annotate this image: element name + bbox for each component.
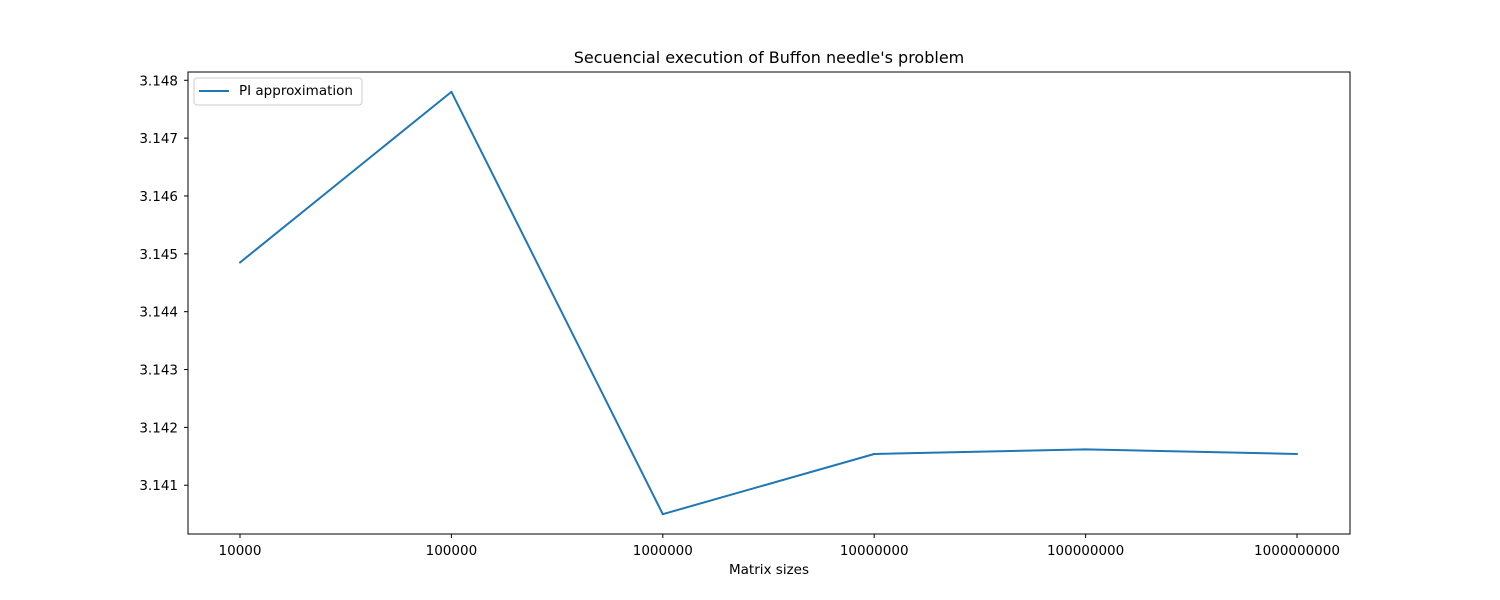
x-tick-label: 1000000000 <box>1254 543 1340 559</box>
x-axis: 10000 100000 1000000 10000000 100000000 10000… <box>219 534 1340 559</box>
series-layer <box>239 90 1298 516</box>
data-point <box>873 452 876 455</box>
legend-box <box>193 77 363 106</box>
plot-area <box>187 71 1351 535</box>
x-tick-label: 10000000 <box>840 543 909 559</box>
legend-label: PI approximation <box>239 83 353 99</box>
x-tick-label: 10000 <box>219 543 262 559</box>
x-tick-label: 100000000 <box>1047 543 1124 559</box>
y-axis: 3.141 3.142 3.143 3.144 3.145 3.146 3.147 3.148 <box>139 73 188 494</box>
x-tick-label: 100000 <box>426 543 478 559</box>
y-tick-label: 3.145 <box>139 247 178 263</box>
x-axis-label: Matrix sizes <box>729 562 809 578</box>
data-point <box>1084 448 1087 451</box>
y-tick-label: 3.142 <box>139 420 178 436</box>
data-point <box>1296 452 1298 455</box>
y-tick-label: 3.141 <box>139 478 178 494</box>
legend: PI approximation <box>193 77 363 106</box>
y-tick-label: 3.144 <box>139 305 178 321</box>
series-line-pi-approximation <box>239 90 1298 516</box>
y-tick-label: 3.143 <box>139 363 178 379</box>
data-point <box>661 513 664 516</box>
data-point <box>450 90 453 93</box>
y-tick-label: 3.146 <box>139 189 178 205</box>
chart-title: Secuencial execution of Buffon needle's … <box>574 48 965 67</box>
data-point <box>239 261 241 264</box>
y-tick-label: 3.148 <box>139 73 178 89</box>
y-tick-label: 3.147 <box>139 131 178 147</box>
x-tick-label: 1000000 <box>633 543 693 559</box>
